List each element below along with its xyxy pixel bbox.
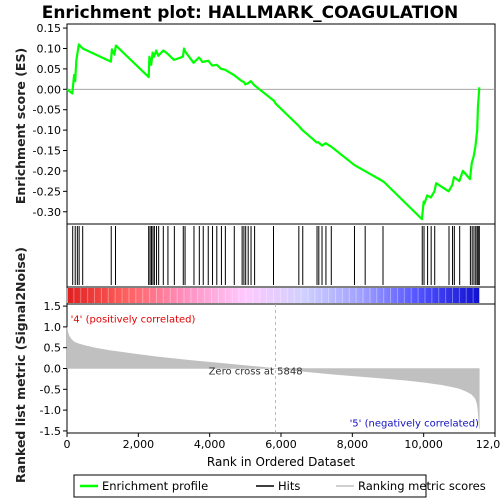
metric-tick-label: 1.0 bbox=[44, 321, 62, 334]
es-tick-label: -0.25 bbox=[33, 185, 61, 198]
ranked-metric-panel: 1.5 1.0 0.5 0.0 -0.5 -1.0 -1.5 '4' (positively … bbox=[40, 300, 496, 438]
metric-tick-label: 1.5 bbox=[44, 300, 62, 313]
es-tick-label: -0.20 bbox=[33, 165, 61, 178]
x-tick-label: 6,000 bbox=[265, 438, 297, 451]
metric-annotation: Zero cross at 5848 bbox=[209, 367, 303, 378]
x-tick-label: 2,000 bbox=[123, 438, 155, 451]
es-tick-label: -0.10 bbox=[33, 124, 61, 137]
enrichment-plot-frame bbox=[66, 23, 496, 225]
x-tick-label: 10,000 bbox=[404, 438, 443, 451]
x-axis-label: Rank in Ordered Dataset bbox=[207, 455, 355, 469]
chart-title: Enrichment plot: HALLMARK_COAGULATION bbox=[42, 3, 459, 23]
es-tick-label: 0.00 bbox=[37, 83, 62, 96]
es-tick-label: 0.05 bbox=[37, 63, 62, 76]
ranking-bar-panel bbox=[66, 286, 496, 305]
metric-axis-label: Ranked list metric (Signal2Noise) bbox=[13, 247, 28, 483]
legend-box bbox=[73, 474, 427, 498]
metric-tick-label: 0.0 bbox=[44, 363, 62, 376]
legend-label: Ranking metric scores bbox=[358, 479, 486, 493]
es-tick-label: 0.15 bbox=[37, 22, 62, 35]
es-tick-label: -0.15 bbox=[33, 145, 61, 158]
legend-label: Hits bbox=[278, 479, 300, 493]
legend: Enrichment profile Hits Ranking metric sco… bbox=[73, 474, 486, 498]
es-tick-label: 0.10 bbox=[37, 42, 62, 55]
metric-tick-label: -1.5 bbox=[40, 425, 61, 438]
x-axis: 0 2,000 4,000 6,000 8,000 10,000 12,000 bbox=[64, 433, 500, 451]
metric-tick-label: 0.5 bbox=[44, 342, 62, 355]
es-tick-label: -0.30 bbox=[33, 206, 61, 219]
x-tick-label: 0 bbox=[64, 438, 71, 451]
x-tick-label: 4,000 bbox=[194, 438, 226, 451]
es-axis-label: Enrichment score (ES) bbox=[13, 48, 28, 204]
x-tick-label: 12,000 bbox=[476, 438, 500, 451]
metric-annotation: '4' (positively correlated) bbox=[71, 315, 196, 326]
enrichment-panel: 0.15 0.10 0.05 0.00 -0.05 -0.10 -0.15 -0.20 -0.2… bbox=[33, 22, 496, 225]
hits-panel bbox=[66, 223, 496, 288]
metric-tick-label: -1.0 bbox=[40, 404, 61, 417]
metric-annotation: '5' (negatively correlated) bbox=[350, 419, 479, 430]
ranking-color-bar bbox=[68, 288, 480, 303]
x-tick-label: 8,000 bbox=[337, 438, 369, 451]
metric-tick-label: -0.5 bbox=[40, 383, 61, 396]
legend-label: Enrichment profile bbox=[102, 479, 208, 493]
enrichment-profile-line bbox=[66, 43, 481, 221]
ranking-metric-area bbox=[66, 326, 480, 429]
es-tick-label: -0.05 bbox=[33, 104, 61, 117]
